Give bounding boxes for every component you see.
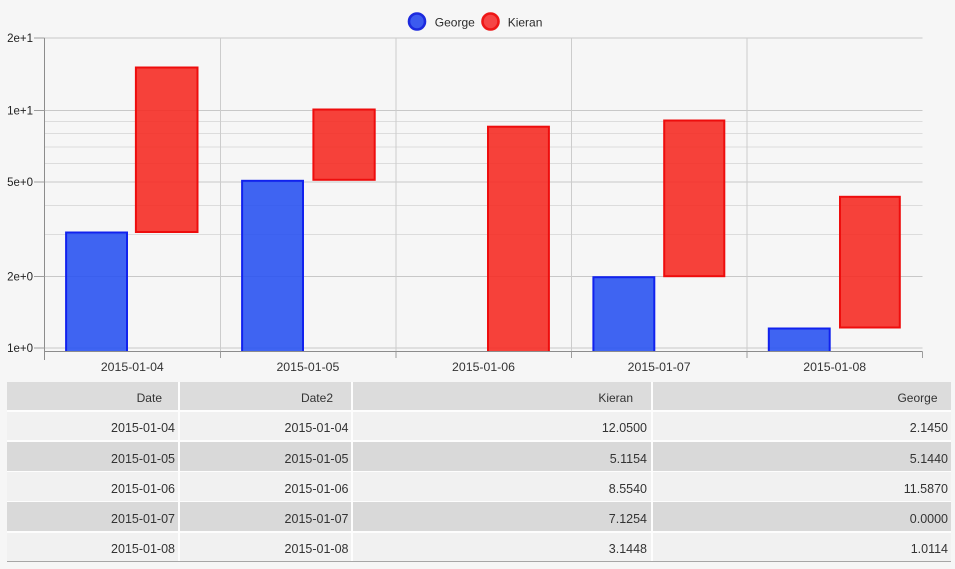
svg-text:1e+1: 1e+1 (7, 106, 33, 118)
svg-text:George: George (435, 15, 475, 29)
svg-text:2015-01-07: 2015-01-07 (628, 360, 691, 374)
svg-text:2e+1: 2e+1 (7, 33, 33, 45)
svg-text:2015-01-04: 2015-01-04 (101, 360, 164, 374)
svg-text:Kieran: Kieran (508, 15, 543, 29)
svg-text:2015-01-05: 2015-01-05 (276, 360, 339, 374)
svg-text:1e+0: 1e+0 (7, 343, 33, 355)
svg-text:2015-01-08: 2015-01-08 (803, 360, 866, 374)
svg-text:5e+0: 5e+0 (7, 177, 33, 189)
svg-text:2e+0: 2e+0 (7, 272, 33, 284)
svg-text:2015-01-06: 2015-01-06 (452, 360, 515, 374)
